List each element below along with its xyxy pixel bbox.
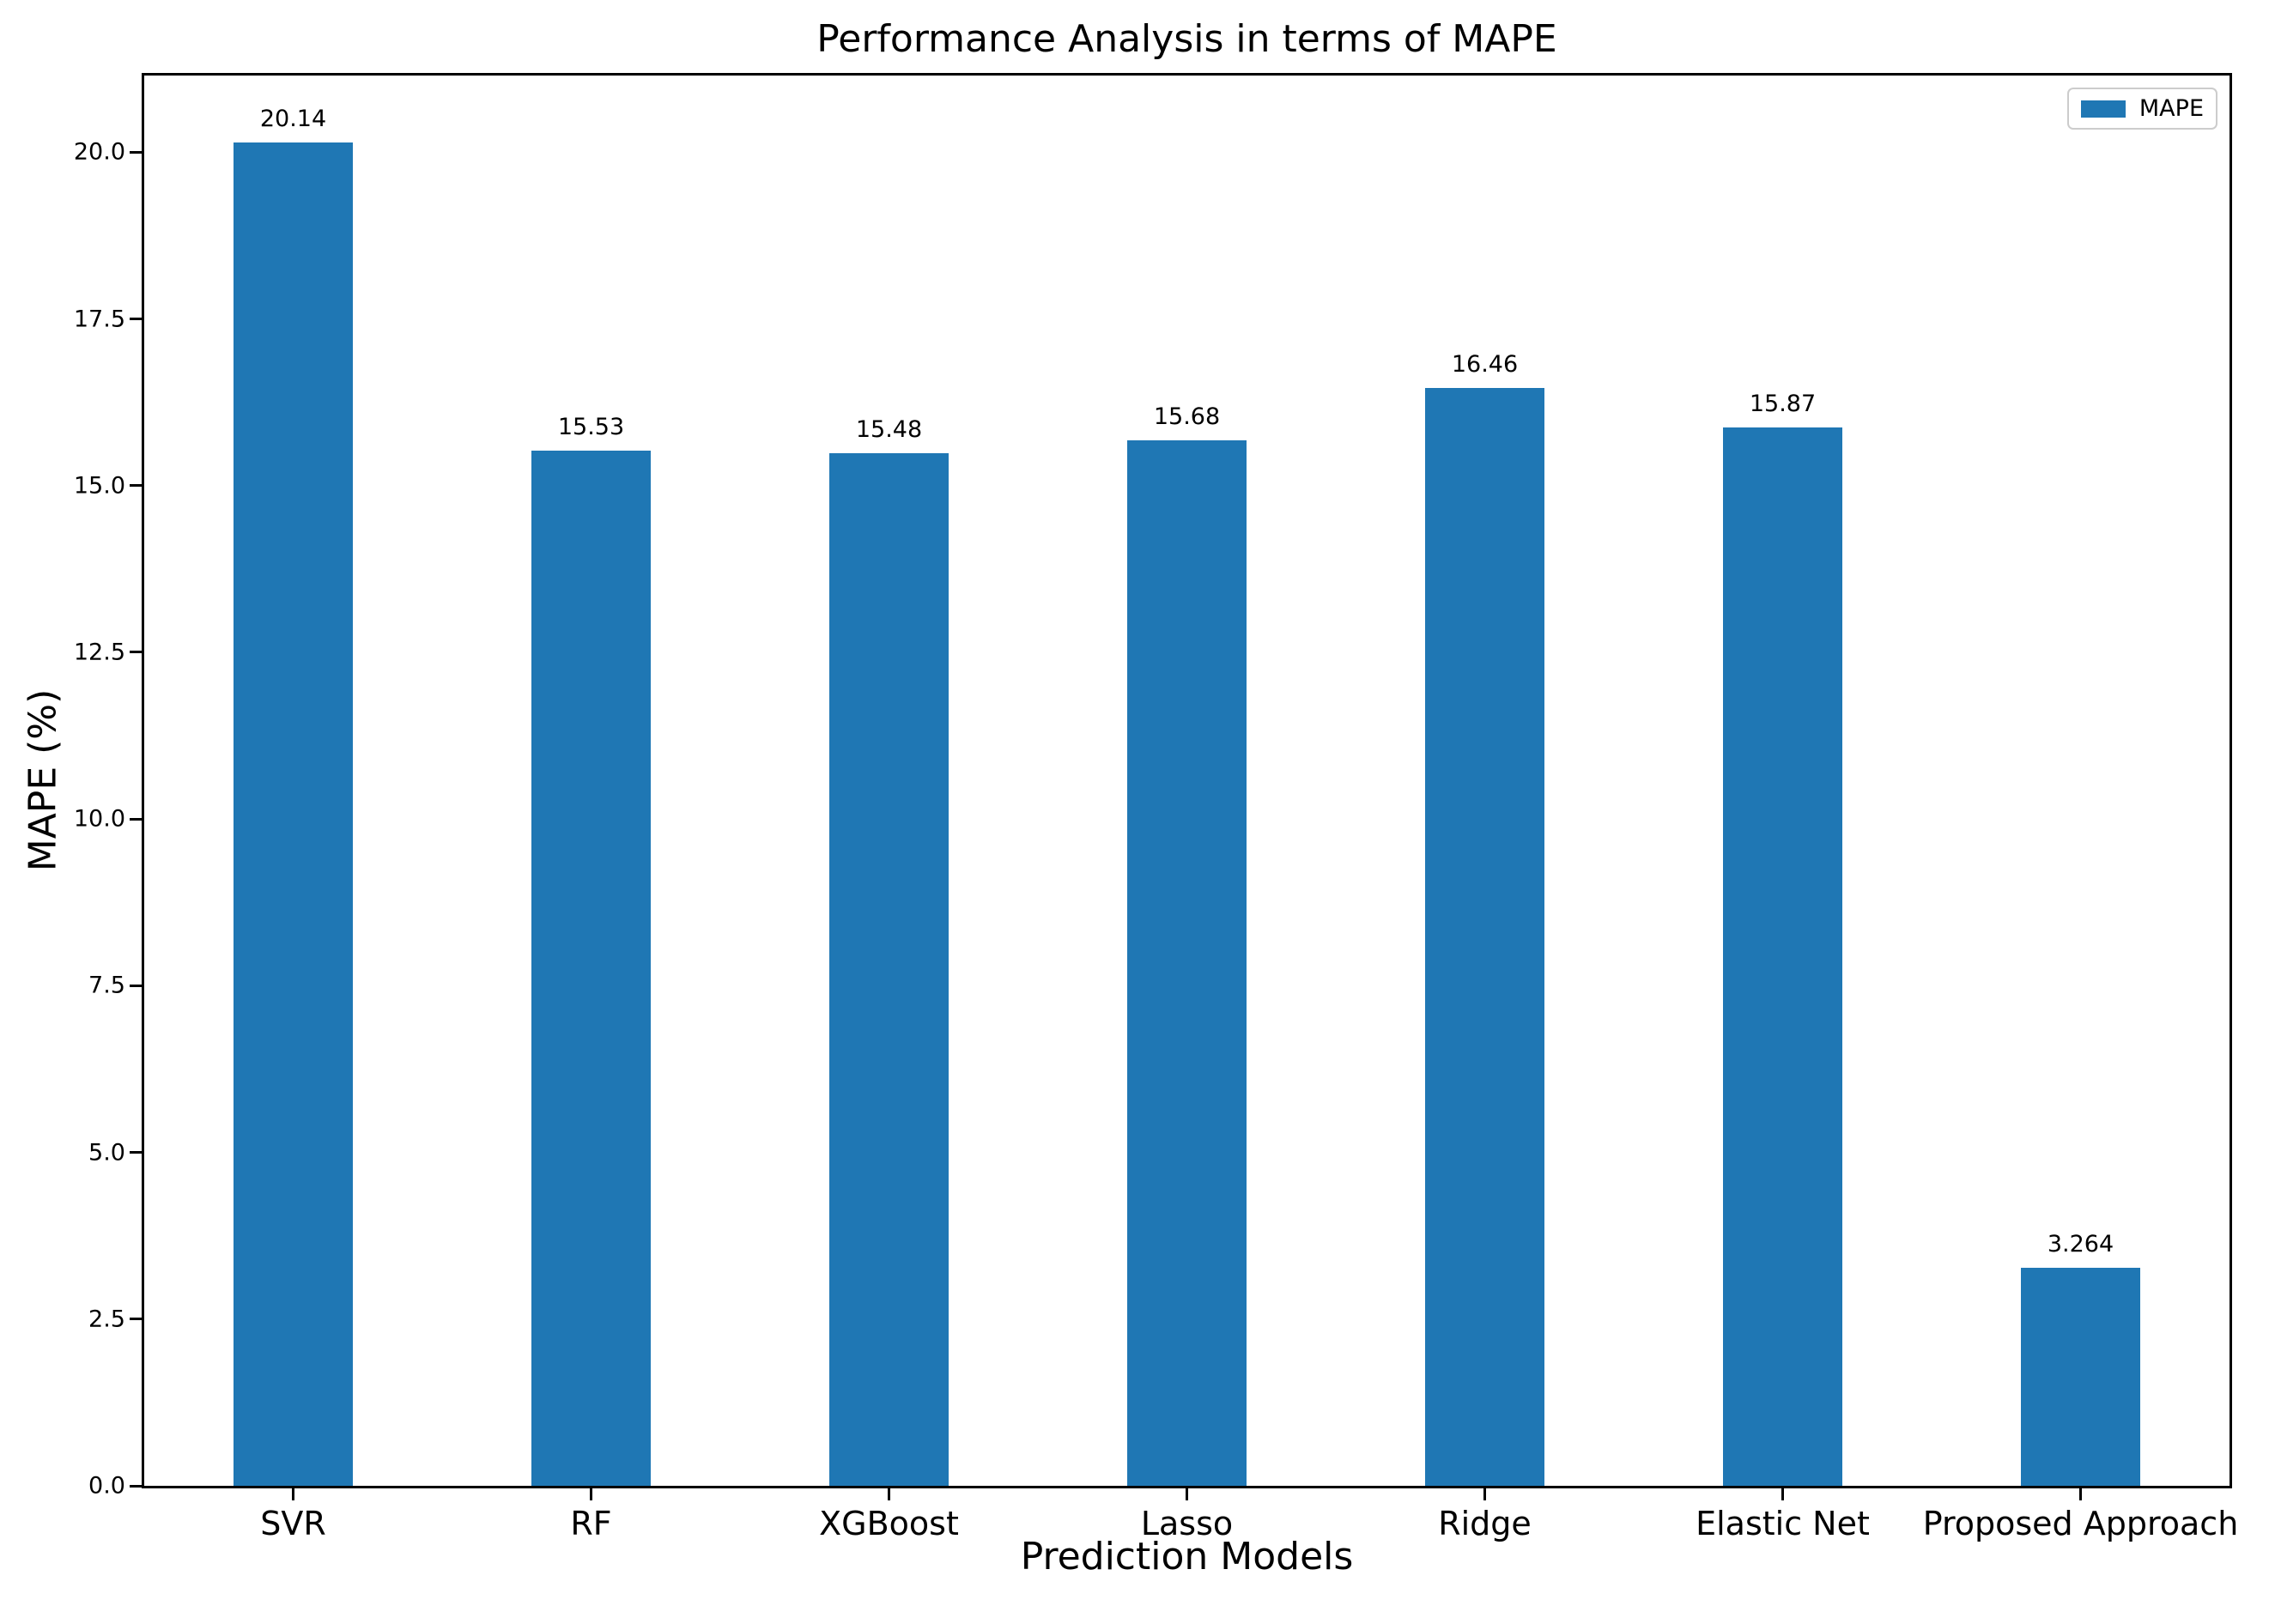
bar-value-label: 20.14 (259, 106, 327, 133)
y-tick-mark (130, 318, 142, 321)
bar-value-label: 16.46 (1451, 351, 1519, 379)
axis-spine-top (142, 73, 2232, 76)
bar-value-label: 15.68 (1153, 403, 1221, 430)
x-axis-label: Prediction Models (1020, 1535, 1354, 1579)
axis-spine-bottom (142, 1486, 2232, 1488)
chart-title: Performance Analysis in terms of MAPE (816, 17, 1557, 61)
bar-svr (234, 142, 353, 1486)
axis-spine-right (2230, 73, 2232, 1488)
x-tick-label-svr: SVR (260, 1505, 326, 1542)
y-tick-label: 5.0 (88, 1139, 125, 1166)
y-tick-label: 2.5 (88, 1306, 125, 1333)
x-tick-label-lasso: Lasso (1140, 1505, 1234, 1542)
y-tick-label: 0.0 (88, 1472, 125, 1500)
x-tick-mark (1186, 1488, 1188, 1500)
bar-ridge (1425, 388, 1544, 1486)
y-tick-mark (130, 1484, 142, 1488)
y-tick-label: 7.5 (88, 972, 125, 999)
x-tick-mark (2079, 1488, 2082, 1500)
x-tick-label-xgboost: XGBoost (819, 1505, 959, 1542)
y-tick-label: 15.0 (73, 472, 125, 500)
x-tick-label-elastic-net: Elastic Net (1696, 1505, 1870, 1542)
legend-label: MAPE (2139, 95, 2204, 122)
axis-spine-left (142, 73, 144, 1488)
y-tick-mark (130, 651, 142, 654)
x-tick-label-rf: RF (570, 1505, 612, 1542)
y-tick-mark (130, 984, 142, 987)
x-tick-mark (1483, 1488, 1486, 1500)
x-tick-mark (1781, 1488, 1784, 1500)
y-tick-mark (130, 1318, 142, 1321)
bar-proposed-approach (2021, 1268, 2140, 1486)
y-tick-mark (130, 484, 142, 488)
y-tick-label: 20.0 (73, 138, 125, 166)
bar-value-label: 15.53 (557, 413, 625, 440)
bar-lasso (1127, 439, 1247, 1486)
legend-swatch-icon (2080, 100, 2126, 118)
y-tick-mark (130, 817, 142, 821)
y-tick-label: 17.5 (73, 306, 125, 333)
bar-rf (531, 450, 651, 1486)
x-tick-label-proposed-approach: Proposed Approach (1922, 1505, 2239, 1542)
plot-area: 20.14 15.53 15.48 15.68 16.46 15.87 3.264 0.0 2… (74, 73, 2238, 1542)
bar-value-label: 15.48 (855, 416, 923, 444)
y-axis-label: MAPE (%) (21, 688, 65, 872)
bar-value-label: 3.264 (2047, 1231, 2114, 1258)
x-tick-label-ridge: Ridge (1438, 1505, 1532, 1542)
bar-value-label: 15.87 (1749, 391, 1817, 418)
y-tick-label: 10.0 (73, 805, 125, 833)
x-tick-mark (888, 1488, 890, 1500)
bar-xgboost (829, 453, 949, 1486)
x-tick-mark (292, 1488, 294, 1500)
x-tick-mark (590, 1488, 592, 1500)
y-tick-mark (130, 150, 142, 154)
y-tick-mark (130, 1151, 142, 1154)
legend: MAPE (2066, 88, 2217, 130)
y-tick-label: 12.5 (73, 639, 125, 666)
bar-elastic-net (1723, 427, 1842, 1486)
